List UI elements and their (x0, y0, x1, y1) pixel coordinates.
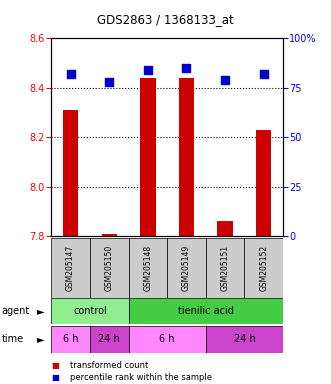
Text: 6 h: 6 h (160, 334, 175, 344)
Bar (51, 298, 128, 324)
Text: GSM205151: GSM205151 (220, 245, 230, 291)
Text: GSM205150: GSM205150 (105, 245, 114, 291)
Text: GSM205147: GSM205147 (66, 245, 75, 291)
Text: GSM205149: GSM205149 (182, 245, 191, 291)
Text: control: control (73, 306, 107, 316)
Text: ►: ► (37, 334, 45, 344)
Text: GDS2863 / 1368133_at: GDS2863 / 1368133_at (97, 13, 234, 26)
Point (222, 77, 228, 83)
Text: transformed count: transformed count (70, 361, 148, 370)
Bar (206, 326, 283, 353)
Bar (51, 238, 90, 298)
Point (107, 79, 112, 85)
Bar (244, 238, 283, 298)
Point (184, 65, 189, 71)
Bar (128, 238, 167, 298)
Bar (128, 298, 283, 324)
Text: ■: ■ (51, 361, 59, 370)
Point (261, 71, 266, 77)
Text: ■: ■ (51, 372, 59, 382)
Text: 24 h: 24 h (98, 334, 120, 344)
Bar (90, 326, 128, 353)
Text: GSM205152: GSM205152 (259, 245, 268, 291)
Text: agent: agent (2, 306, 30, 316)
Bar (63, 110, 78, 236)
Bar (167, 238, 206, 298)
Bar (179, 78, 194, 236)
Bar (140, 78, 156, 236)
Text: 6 h: 6 h (63, 334, 78, 344)
Bar (51, 326, 90, 353)
Point (68, 71, 73, 77)
Text: 24 h: 24 h (233, 334, 255, 344)
Text: ►: ► (37, 306, 45, 316)
Text: percentile rank within the sample: percentile rank within the sample (70, 372, 212, 382)
Text: GSM205148: GSM205148 (143, 245, 152, 291)
Bar (256, 130, 271, 236)
Point (145, 67, 151, 73)
Text: time: time (2, 334, 24, 344)
Bar (90, 238, 128, 298)
Bar (102, 234, 117, 236)
Bar (128, 326, 206, 353)
Bar (217, 221, 233, 236)
Text: tienilic acid: tienilic acid (178, 306, 234, 316)
Bar (206, 238, 244, 298)
